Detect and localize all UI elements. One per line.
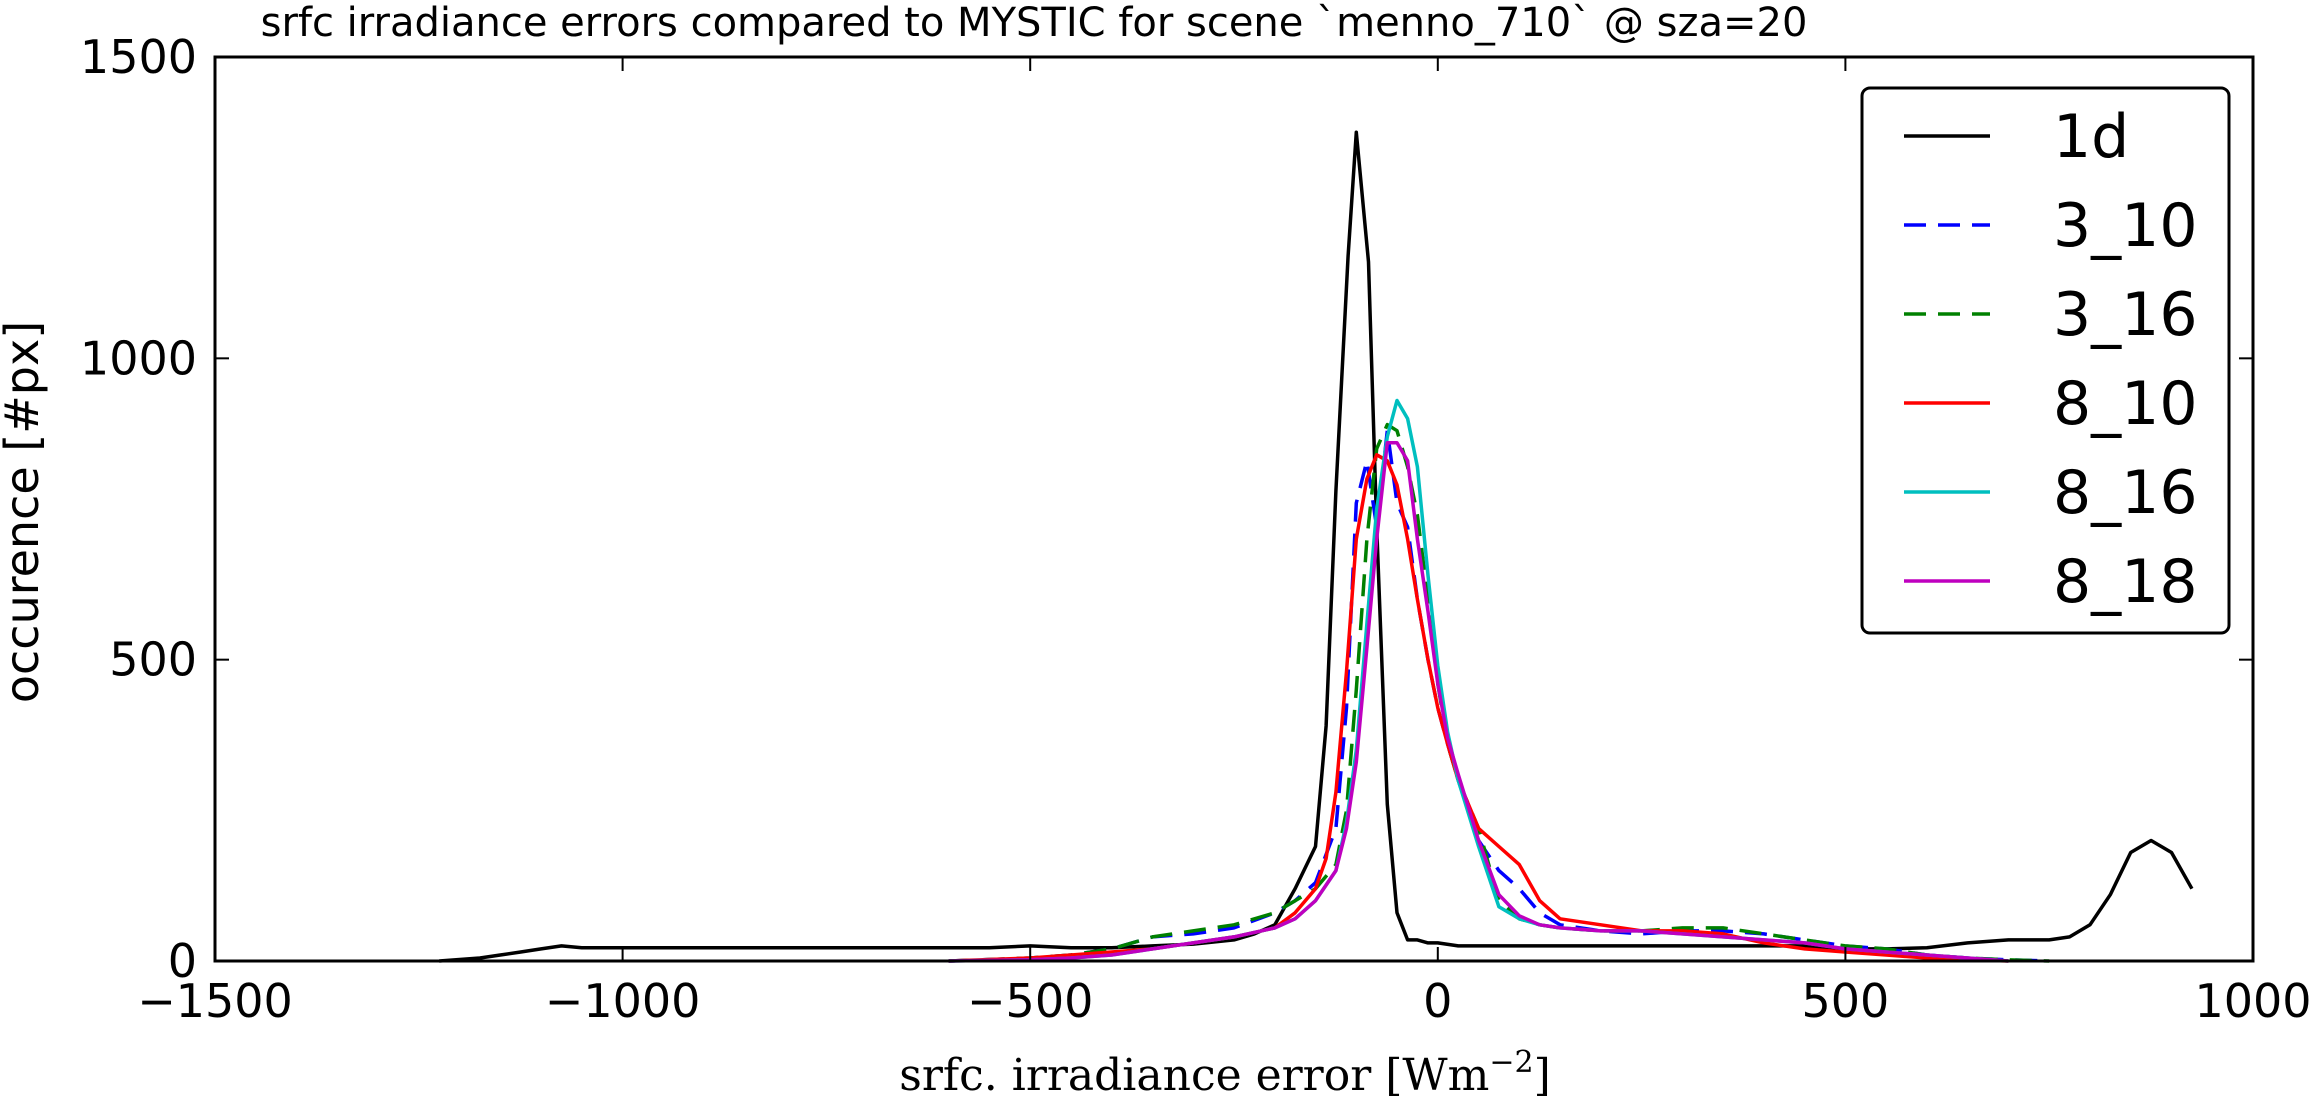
x-tick-label: −1500 [137, 974, 293, 1028]
plot-frame [213, 55, 2255, 963]
y-tick-label: 1500 [80, 30, 197, 84]
series-line-1d [439, 130, 2194, 963]
legend-label-8_10: 8_10 [2053, 369, 2198, 439]
x-tick-label: 1000 [2194, 974, 2311, 1028]
x-tick-label: −500 [967, 974, 1093, 1028]
legend: 1d 3_10 3_16 8_10 8_16 8_18 [1860, 86, 2231, 635]
x-tick-label: 500 [1801, 974, 1889, 1028]
legend-label-3_10: 3_10 [2053, 191, 2198, 261]
x-axis-label-text: srfc. irradiance error [Wm [899, 1050, 1489, 1101]
series-line-8_10 [948, 453, 2009, 963]
legend-label-8_18: 8_18 [2053, 547, 2198, 617]
series-layer [439, 130, 2194, 963]
x-tick-label: 0 [1423, 974, 1452, 1028]
y-tick-label: 500 [109, 633, 197, 687]
legend-label-8_16: 8_16 [2053, 458, 2198, 528]
x-axis-label: srfc. irradiance error [Wm−2] [899, 1045, 1551, 1101]
legend-label-1d: 1d [2053, 102, 2129, 172]
ticks-layer: −1500 −1000 −500 0 500 1000 0 500 1000 1500 [80, 30, 2312, 1028]
chart-title: srfc irradiance errors compared to MYSTI… [261, 0, 1808, 46]
y-axis-label: occurence [#px] [0, 321, 49, 703]
x-axis-label-exponent: −2 [1489, 1045, 1533, 1080]
legend-label-3_16: 3_16 [2053, 280, 2198, 350]
series-line-8_18 [948, 440, 2009, 963]
series-line-3_16 [948, 422, 2050, 963]
x-tick-label: −1000 [545, 974, 701, 1028]
y-tick-label: 0 [168, 934, 197, 988]
x-axis-label-close: ] [1534, 1050, 1551, 1101]
y-tick-label: 1000 [80, 331, 197, 385]
series-line-8_16 [948, 398, 2009, 963]
